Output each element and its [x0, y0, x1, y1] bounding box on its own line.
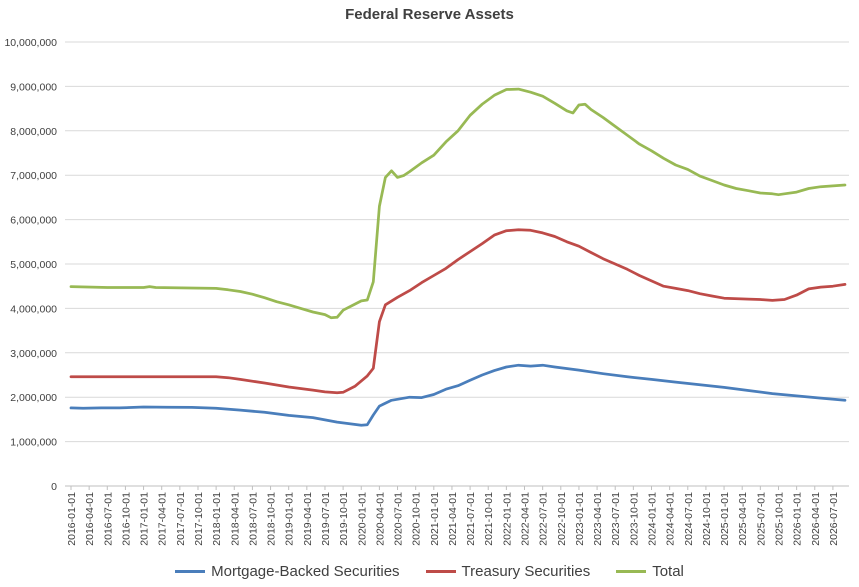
series-line-total — [69, 87, 847, 320]
x-tick-label: 2024-04-01 — [665, 492, 677, 546]
x-tick-label: 2020-07-01 — [393, 492, 405, 546]
x-tick-label: 2018-04-01 — [229, 492, 241, 546]
series-line-mbs — [69, 363, 847, 427]
y-tick-label: 2,000,000 — [10, 392, 57, 404]
x-tick-label: 2026-01-01 — [792, 492, 804, 546]
x-tick-label: 2022-07-01 — [538, 492, 550, 546]
x-tick-label: 2016-04-01 — [84, 492, 96, 546]
x-tick-label: 2025-07-01 — [755, 492, 767, 546]
x-tick-label: 2026-07-01 — [828, 492, 840, 546]
x-tick-label: 2021-07-01 — [465, 492, 477, 546]
x-tick-label: 2025-04-01 — [737, 492, 749, 546]
x-tick-label: 2019-01-01 — [284, 492, 296, 546]
legend-swatch-mbs — [175, 570, 206, 573]
legend-label-treasury: Treasury Securities — [461, 563, 591, 580]
y-axis-ticks: 0 1,000,000 2,000,000 3,000,000 4,000,000 5,0… — [4, 37, 57, 493]
series-line-treasury — [69, 228, 847, 395]
y-tick-label: 5,000,000 — [10, 259, 57, 271]
legend-item-treasury: Treasury Securities — [425, 563, 591, 580]
x-tick-label: 2018-10-01 — [266, 492, 278, 546]
x-axis-ticks: 2016-01-01 2016-04-01 2016-07-01 2016-10-01… — [66, 486, 840, 546]
line-chart: 0 1,000,000 2,000,000 3,000,000 4,000,000 5,0… — [4, 37, 849, 546]
x-tick-label: 2019-04-01 — [302, 492, 314, 546]
y-tick-label: 7,000,000 — [10, 170, 57, 182]
x-tick-label: 2025-10-01 — [773, 492, 785, 546]
chart-title: Federal Reserve Assets — [345, 6, 514, 23]
x-tick-label: 2025-01-01 — [719, 492, 731, 546]
x-tick-label: 2023-10-01 — [628, 492, 640, 546]
x-tick-label: 2020-01-01 — [356, 492, 368, 546]
legend-item-total: Total — [616, 563, 684, 580]
x-tick-label: 2022-04-01 — [520, 492, 532, 546]
x-tick-label: 2021-01-01 — [429, 492, 441, 546]
x-tick-label: 2024-01-01 — [647, 492, 659, 546]
x-tick-label: 2016-10-01 — [120, 492, 132, 546]
x-tick-label: 2016-07-01 — [102, 492, 114, 546]
x-tick-label: 2024-10-01 — [701, 492, 713, 546]
y-tick-label: 3,000,000 — [10, 348, 57, 360]
x-tick-label: 2023-07-01 — [610, 492, 622, 546]
legend-label-mbs: Mortgage-Backed Securities — [211, 563, 400, 580]
x-tick-label: 2017-01-01 — [139, 492, 151, 546]
x-tick-label: 2022-01-01 — [501, 492, 513, 546]
y-tick-label: 4,000,000 — [10, 303, 57, 315]
x-tick-label: 2017-10-01 — [193, 492, 205, 546]
x-tick-label: 2019-07-01 — [320, 492, 332, 546]
x-tick-label: 2023-01-01 — [574, 492, 586, 546]
x-tick-label: 2018-07-01 — [247, 492, 259, 546]
x-tick-label: 2020-10-01 — [411, 492, 423, 546]
legend-label-total: Total — [652, 563, 684, 580]
x-tick-label: 2023-04-01 — [592, 492, 604, 546]
x-tick-label: 2021-10-01 — [483, 492, 495, 546]
x-tick-label: 2026-04-01 — [810, 492, 822, 546]
x-tick-label: 2024-07-01 — [683, 492, 695, 546]
x-tick-label: 2017-07-01 — [175, 492, 187, 546]
legend-swatch-treasury — [425, 570, 456, 573]
x-tick-label: 2022-10-01 — [556, 492, 568, 546]
x-tick-label: 2018-01-01 — [211, 492, 223, 546]
series-lines — [69, 87, 847, 427]
legend-swatch-total — [616, 570, 647, 573]
legend-item-mbs: Mortgage-Backed Securities — [175, 563, 400, 580]
x-tick-label: 2020-04-01 — [374, 492, 386, 546]
y-tick-label: 0 — [51, 481, 57, 493]
legend: Mortgage-Backed Securities Treasury Secu… — [0, 563, 859, 580]
x-tick-label: 2019-10-01 — [338, 492, 350, 546]
y-tick-label: 10,000,000 — [4, 37, 57, 49]
y-tick-label: 1,000,000 — [10, 437, 57, 449]
x-tick-label: 2021-04-01 — [447, 492, 459, 546]
y-tick-label: 8,000,000 — [10, 126, 57, 138]
x-tick-label: 2017-04-01 — [157, 492, 169, 546]
x-tick-label: 2016-01-01 — [66, 492, 78, 546]
y-tick-label: 9,000,000 — [10, 81, 57, 93]
gridlines — [65, 41, 849, 487]
y-tick-label: 6,000,000 — [10, 215, 57, 227]
